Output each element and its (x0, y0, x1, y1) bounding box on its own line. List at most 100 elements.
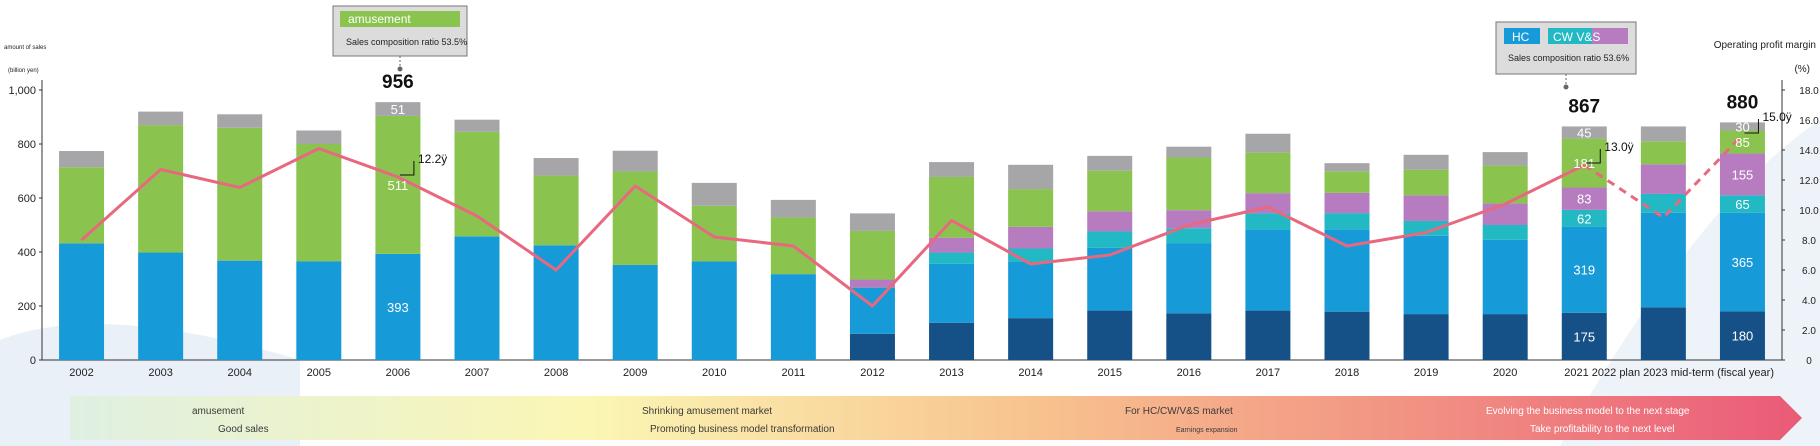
operating-margin-line (80, 147, 1585, 308)
bar-segment-amusement (138, 125, 184, 253)
bar-segment-dark (1245, 310, 1291, 360)
segment-value-label: 83 (1577, 192, 1591, 207)
bar-segment-cw (1166, 228, 1212, 244)
left-axis-label-1: amount of sales (4, 45, 46, 51)
bar-segment-hc (1482, 239, 1528, 315)
x-tick-label: 2002 (69, 367, 93, 379)
bar-segment-v-s (1403, 195, 1449, 221)
bar-segment-amusement (849, 230, 895, 280)
segment-value-label: 62 (1577, 211, 1591, 226)
bar-segment-cw (1482, 225, 1528, 240)
bar-segment-v-s (1087, 211, 1133, 232)
callout-2021: HC CW V&S Sales composition ratio 53.6% (1495, 21, 1637, 75)
bar-segment-dark (1324, 311, 1370, 360)
bar-segment-dark (1482, 314, 1528, 360)
bar-segment-other (296, 130, 342, 144)
bar-segment-other (929, 162, 975, 177)
bar-segment-other (1166, 146, 1212, 158)
bar-segment-other (1640, 126, 1686, 142)
bar-segment-amusement (1719, 130, 1765, 154)
bar-segment-other (691, 182, 737, 206)
bar-segment-v-s (1482, 203, 1528, 225)
bar-segment-other (454, 119, 500, 132)
bar-segment-hc (1640, 212, 1686, 308)
bar-segment-cw (1324, 213, 1370, 230)
bar-segment-hc (612, 264, 658, 360)
bar-segment-other (1245, 133, 1291, 153)
bar-segment-hc (770, 274, 816, 360)
bars (59, 102, 1765, 360)
margin-line-group (80, 133, 1744, 308)
bar-segment-hc (138, 252, 184, 360)
segment-value-label: 30 (1735, 119, 1749, 134)
total-value-label: 880 (1727, 92, 1759, 113)
x-tick-label: 2020 (1493, 367, 1517, 379)
bar-segment-v-s (1640, 164, 1686, 194)
bar-segment-v-s (1561, 187, 1607, 210)
bar-segment-v-s (1008, 226, 1054, 249)
callout-2021-swatch-hc (1504, 28, 1540, 44)
x-tick-label: 2018 (1335, 367, 1359, 379)
bar-segment-other (770, 199, 816, 218)
bar-segment-cw (1719, 195, 1765, 213)
callout-2021-legend-cw: CW V&S (1553, 30, 1600, 44)
callout-2021-legend-hc: HC (1512, 30, 1530, 44)
x-tick-label: 2016 (1177, 367, 1201, 379)
bar-segment-v-s (849, 279, 895, 288)
phase-band: amusement Good sales Shrinking amusement… (70, 396, 1802, 440)
x-tick-label: 2017 (1256, 367, 1280, 379)
x-tick-label: 2011 (782, 367, 806, 379)
bar-segment-other (59, 151, 105, 168)
operating-margin-line-plan (1583, 133, 1744, 220)
bar-segment-hc (1561, 226, 1607, 313)
segment-value-label: 175 (1573, 329, 1595, 344)
segment-value-label: 180 (1732, 329, 1754, 344)
segment-value-label: 85 (1735, 135, 1749, 150)
bar-segment-dark (1561, 312, 1607, 360)
bar-segment-other (849, 213, 895, 231)
band-1-line1: amusement (192, 406, 244, 417)
bar-segment-v-s (1719, 153, 1765, 196)
bar-segment-other (217, 114, 263, 128)
x-tick-label: 2012 (860, 367, 884, 379)
bar-segment-other (375, 102, 421, 116)
margin-value-label: 13.0ÿ (1604, 140, 1633, 154)
band-4-line1: Evolving the business model to the next … (1486, 406, 1690, 417)
bar-segment-other (1087, 155, 1133, 171)
segment-value-label: 511 (388, 178, 409, 193)
right-tick-label: 6.0 (1802, 266, 1816, 277)
bar-segment-cw (929, 252, 975, 264)
bar-segment-amusement (1640, 141, 1686, 165)
margin-label-leader (1586, 149, 1601, 164)
bar-segment-cw (1403, 220, 1449, 236)
right-tick-label: 2.0 (1802, 326, 1816, 337)
bar-segment-hc (217, 260, 263, 360)
x-tick-label: 2015 (1097, 367, 1121, 379)
bar-segment-amusement (1166, 157, 1212, 211)
left-tick-label: 800 (18, 139, 36, 151)
bar-segment-hc (691, 261, 737, 360)
bar-segment-hc (1324, 229, 1370, 312)
margin-label-leader (1744, 119, 1759, 134)
bar-segment-hc (1245, 229, 1291, 311)
bar-segment-amusement (296, 144, 342, 262)
bar-segment-amusement (1403, 169, 1449, 196)
segment-value-label: 51 (391, 102, 405, 117)
right-tick-label: 14.0 (1799, 146, 1819, 157)
bar-segment-hc (533, 245, 579, 360)
bar-segment-other (1719, 122, 1765, 131)
right-axis-unit: (%) (1794, 64, 1810, 75)
band-2-line1: Shrinking amusement market (642, 406, 772, 417)
band-3-line2: Earnings expansion (1176, 427, 1238, 434)
bar-segment-amusement (1087, 170, 1133, 212)
segment-value-label: 365 (1732, 255, 1754, 270)
segment-value-label: 45 (1577, 126, 1591, 141)
bar-segment-dark (1166, 313, 1212, 360)
callout-2006-connector-dot (397, 66, 403, 72)
bar-segment-cw (1640, 193, 1686, 213)
band-2-line2: Promoting business model transformation (650, 424, 835, 435)
bar-segment-amusement (691, 205, 737, 262)
bar-segment-other (1324, 163, 1370, 172)
